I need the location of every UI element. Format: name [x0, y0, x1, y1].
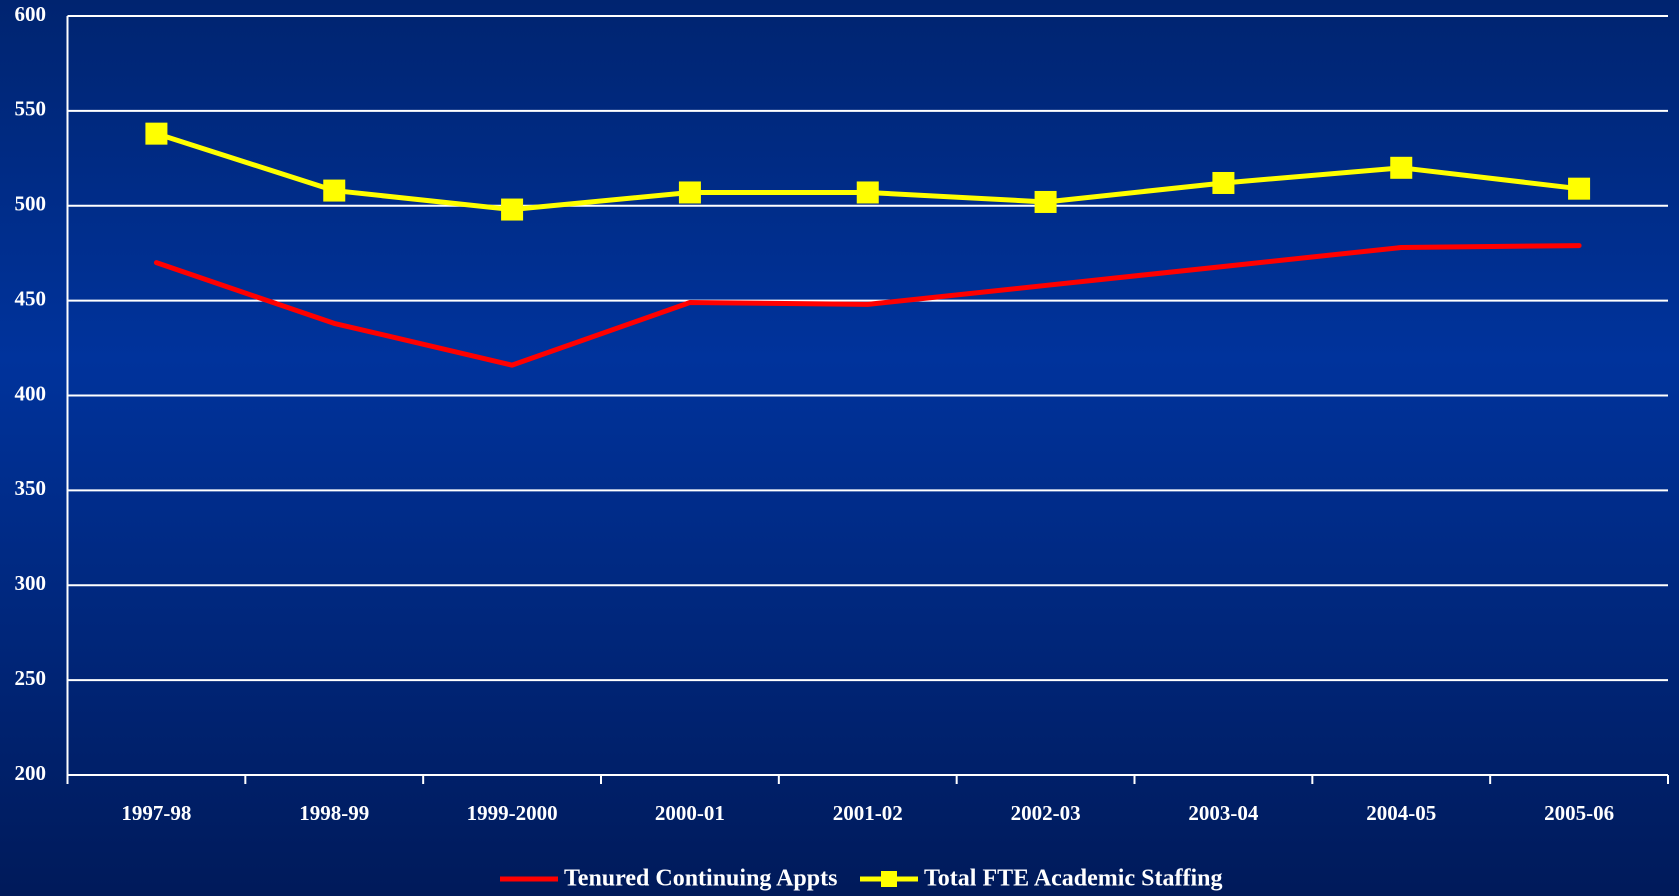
y-tick-label: 450 [15, 286, 47, 310]
marker [501, 198, 524, 221]
legend-label: Tenured Continuing Appts [564, 866, 837, 892]
x-tick-label: 2004-05 [1366, 801, 1436, 825]
y-tick-label: 250 [15, 666, 47, 690]
marker [1390, 156, 1413, 179]
y-tick-label: 400 [15, 381, 47, 405]
x-tick-label: 2002-03 [1011, 801, 1081, 825]
y-tick-label: 200 [15, 761, 47, 785]
y-tick-label: 550 [15, 97, 47, 121]
x-tick-label: 1999-2000 [467, 801, 558, 825]
x-tick-label: 2003-04 [1188, 801, 1258, 825]
x-tick-label: 2001-02 [833, 801, 903, 825]
marker [1568, 177, 1591, 200]
marker [678, 181, 701, 204]
marker [145, 122, 168, 145]
y-tick-label: 600 [15, 2, 47, 26]
series-line [153, 243, 1582, 368]
marker [323, 179, 346, 202]
marker [856, 181, 879, 204]
y-tick-label: 300 [15, 571, 47, 595]
y-tick-label: 500 [15, 192, 47, 216]
x-tick-label: 2005-06 [1544, 801, 1614, 825]
x-tick-label: 1998-99 [299, 801, 369, 825]
legend-marker [881, 871, 897, 887]
legend-label: Total FTE Academic Staffing [924, 866, 1222, 892]
y-tick-label: 350 [15, 476, 47, 500]
marker [1034, 190, 1057, 213]
x-tick-label: 2000-01 [655, 801, 725, 825]
x-tick-label: 1997-98 [121, 801, 191, 825]
marker [1212, 171, 1235, 194]
